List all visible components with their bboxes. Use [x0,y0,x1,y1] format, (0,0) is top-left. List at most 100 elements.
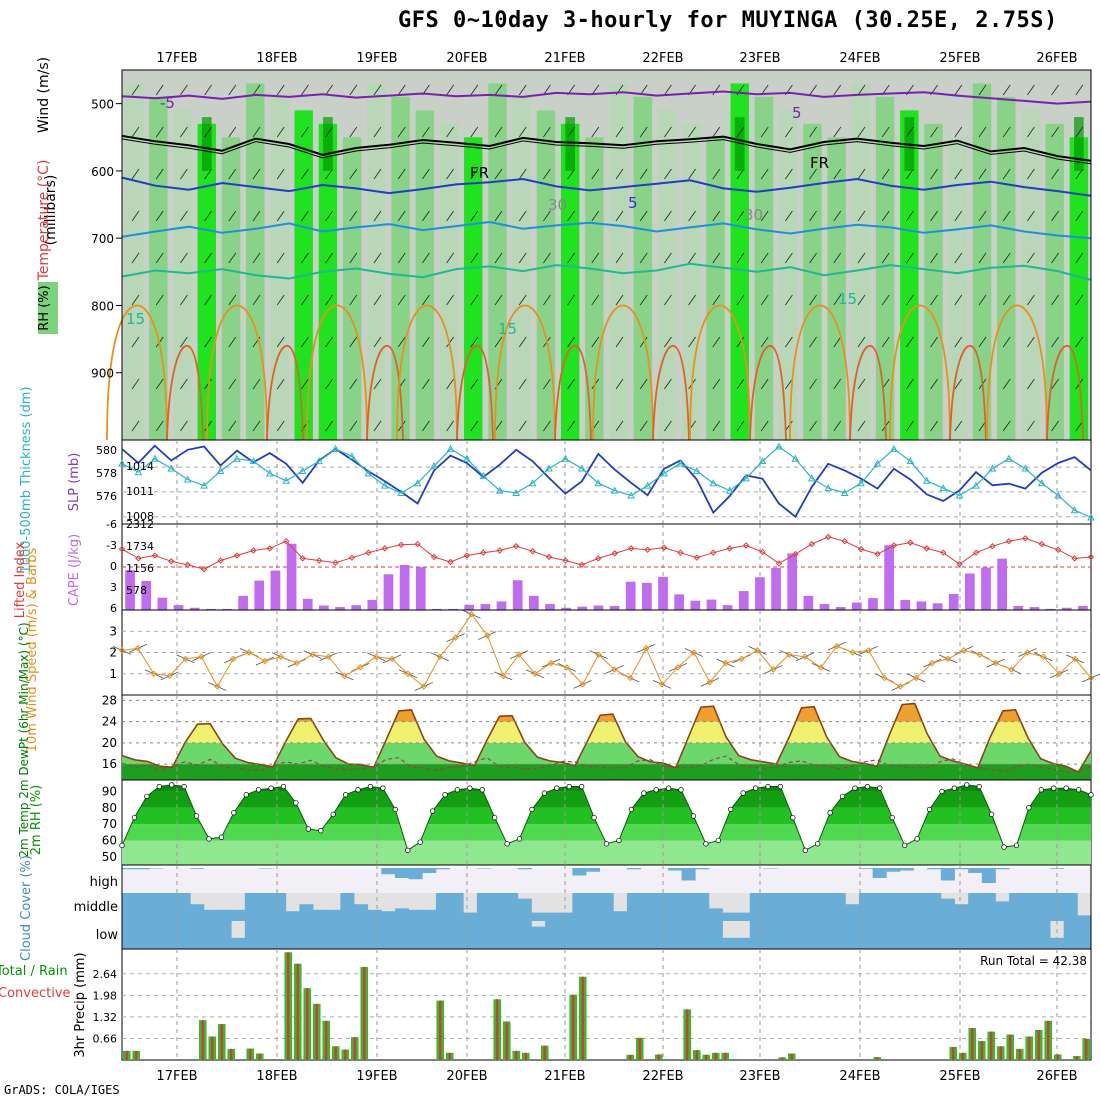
lifted-index-point [135,555,142,562]
cloud-bar-low [613,921,628,949]
cloud-bar-low [804,921,819,949]
wind-barb [930,378,938,390]
wind-barb [325,336,333,348]
isotherm-20-lobe [592,304,654,441]
wind-barb [639,210,648,222]
rh-column [778,110,798,440]
cloud-bar-middle [354,904,369,921]
wind-speed-point [595,651,602,658]
bottom-x-tick-label: 21FEB [544,1069,585,1084]
cape-bar [1061,607,1072,610]
wind-barb [155,378,164,390]
wind-barb [1027,84,1035,96]
rh2m-tick-label: 50 [102,850,117,864]
rh2m-point [305,826,311,832]
cape-bar [706,599,717,610]
cape-bar [448,608,458,610]
cloud-bar-high [258,868,273,869]
wind-barb [349,336,358,348]
wind-barb [470,210,479,222]
wind-barb [591,210,600,222]
wind-barb [1002,336,1011,348]
rh2m-band [122,791,1091,808]
wind-barb [615,210,624,222]
wind-barb [204,336,212,348]
rh2m-point [1001,844,1007,850]
wind-barb [978,84,987,96]
cloud-bar-middle [995,901,1010,921]
lifted-index-point [939,549,947,556]
wind-barb [857,336,866,348]
precip-bar-convective [135,1050,138,1060]
thickness-point [512,488,521,497]
precip-frame [121,948,1092,1061]
credit-label: GrADS: COLA/IGES [4,1083,120,1097]
wind-barb [1075,168,1084,180]
cloud-bar-high [968,868,983,873]
cloud-bar-low [340,921,355,949]
wind-barb [1051,294,1059,306]
wind-barb [1075,336,1084,348]
lifted-index-point [283,537,290,545]
wind-barb [930,126,938,138]
rh-column [851,83,871,441]
cloud-bar-low [1009,921,1024,949]
cape-bar [755,577,765,610]
rh2m-point [529,806,535,813]
precip-bar-convective [230,1048,233,1060]
rh-column [149,96,168,440]
wind-barb [664,420,672,432]
wind-barb [1051,84,1059,96]
cape-bar [932,603,943,610]
rh2m-point [392,806,398,813]
rh-column [948,137,967,441]
thickness-point [1037,479,1046,487]
wind-barb [543,168,551,180]
wind-speed-point [214,683,221,690]
cloud-bar-low [1036,921,1051,949]
isotherm-FR [121,134,1092,162]
wind-speed-point [785,651,793,658]
cloud-bar-middle [790,893,805,921]
precip-bar-convective [1056,1054,1059,1060]
wind-barb [325,84,333,96]
rh-column [827,137,846,441]
bottom-x-tick-label: 20FEB [446,1069,487,1084]
isotherm-25-lobe [366,344,404,441]
cloud-bar-low [749,921,764,949]
thickness-point [216,466,225,474]
wind-barb [712,210,721,222]
wind-barb [1075,84,1084,96]
wind-barb [543,378,551,390]
wind-barb [397,252,406,264]
wind-tick-label: 3 [109,624,117,638]
rh2m-point [566,783,572,790]
wind-speed-point [928,659,936,667]
thickness-tick-label: 578 [96,467,117,480]
cloud-bar-low [1063,921,1078,949]
rh-column [560,123,580,441]
wind-speed-point [913,674,920,682]
wind-barb [518,210,527,222]
cloud-bar-low [558,921,573,949]
wind-barb [131,252,140,264]
cloud-bar-middle [394,908,410,921]
wind-barb [1027,378,1035,390]
wind-barb [736,378,745,390]
bottom-x-tick-label: 19FEB [356,1069,397,1084]
precip-bar-convective [629,1054,632,1060]
wind-barb [736,168,745,180]
cloud-bar-low [490,921,505,949]
cloud-bar-middle [899,893,914,921]
wind-barb [422,420,430,432]
precip-bar-convective [315,1003,318,1060]
cloud-bar-high [940,868,955,881]
isotherm-25-lobe [1046,344,1084,441]
lifted-index-tick-label: 6 [110,602,117,615]
lifted-index-point [1022,535,1029,542]
lifted-index-point [299,555,306,562]
cape-bar [965,573,975,610]
wind-barb [422,252,430,264]
lifted-index-point [1005,537,1013,545]
cape-bar [577,606,588,610]
